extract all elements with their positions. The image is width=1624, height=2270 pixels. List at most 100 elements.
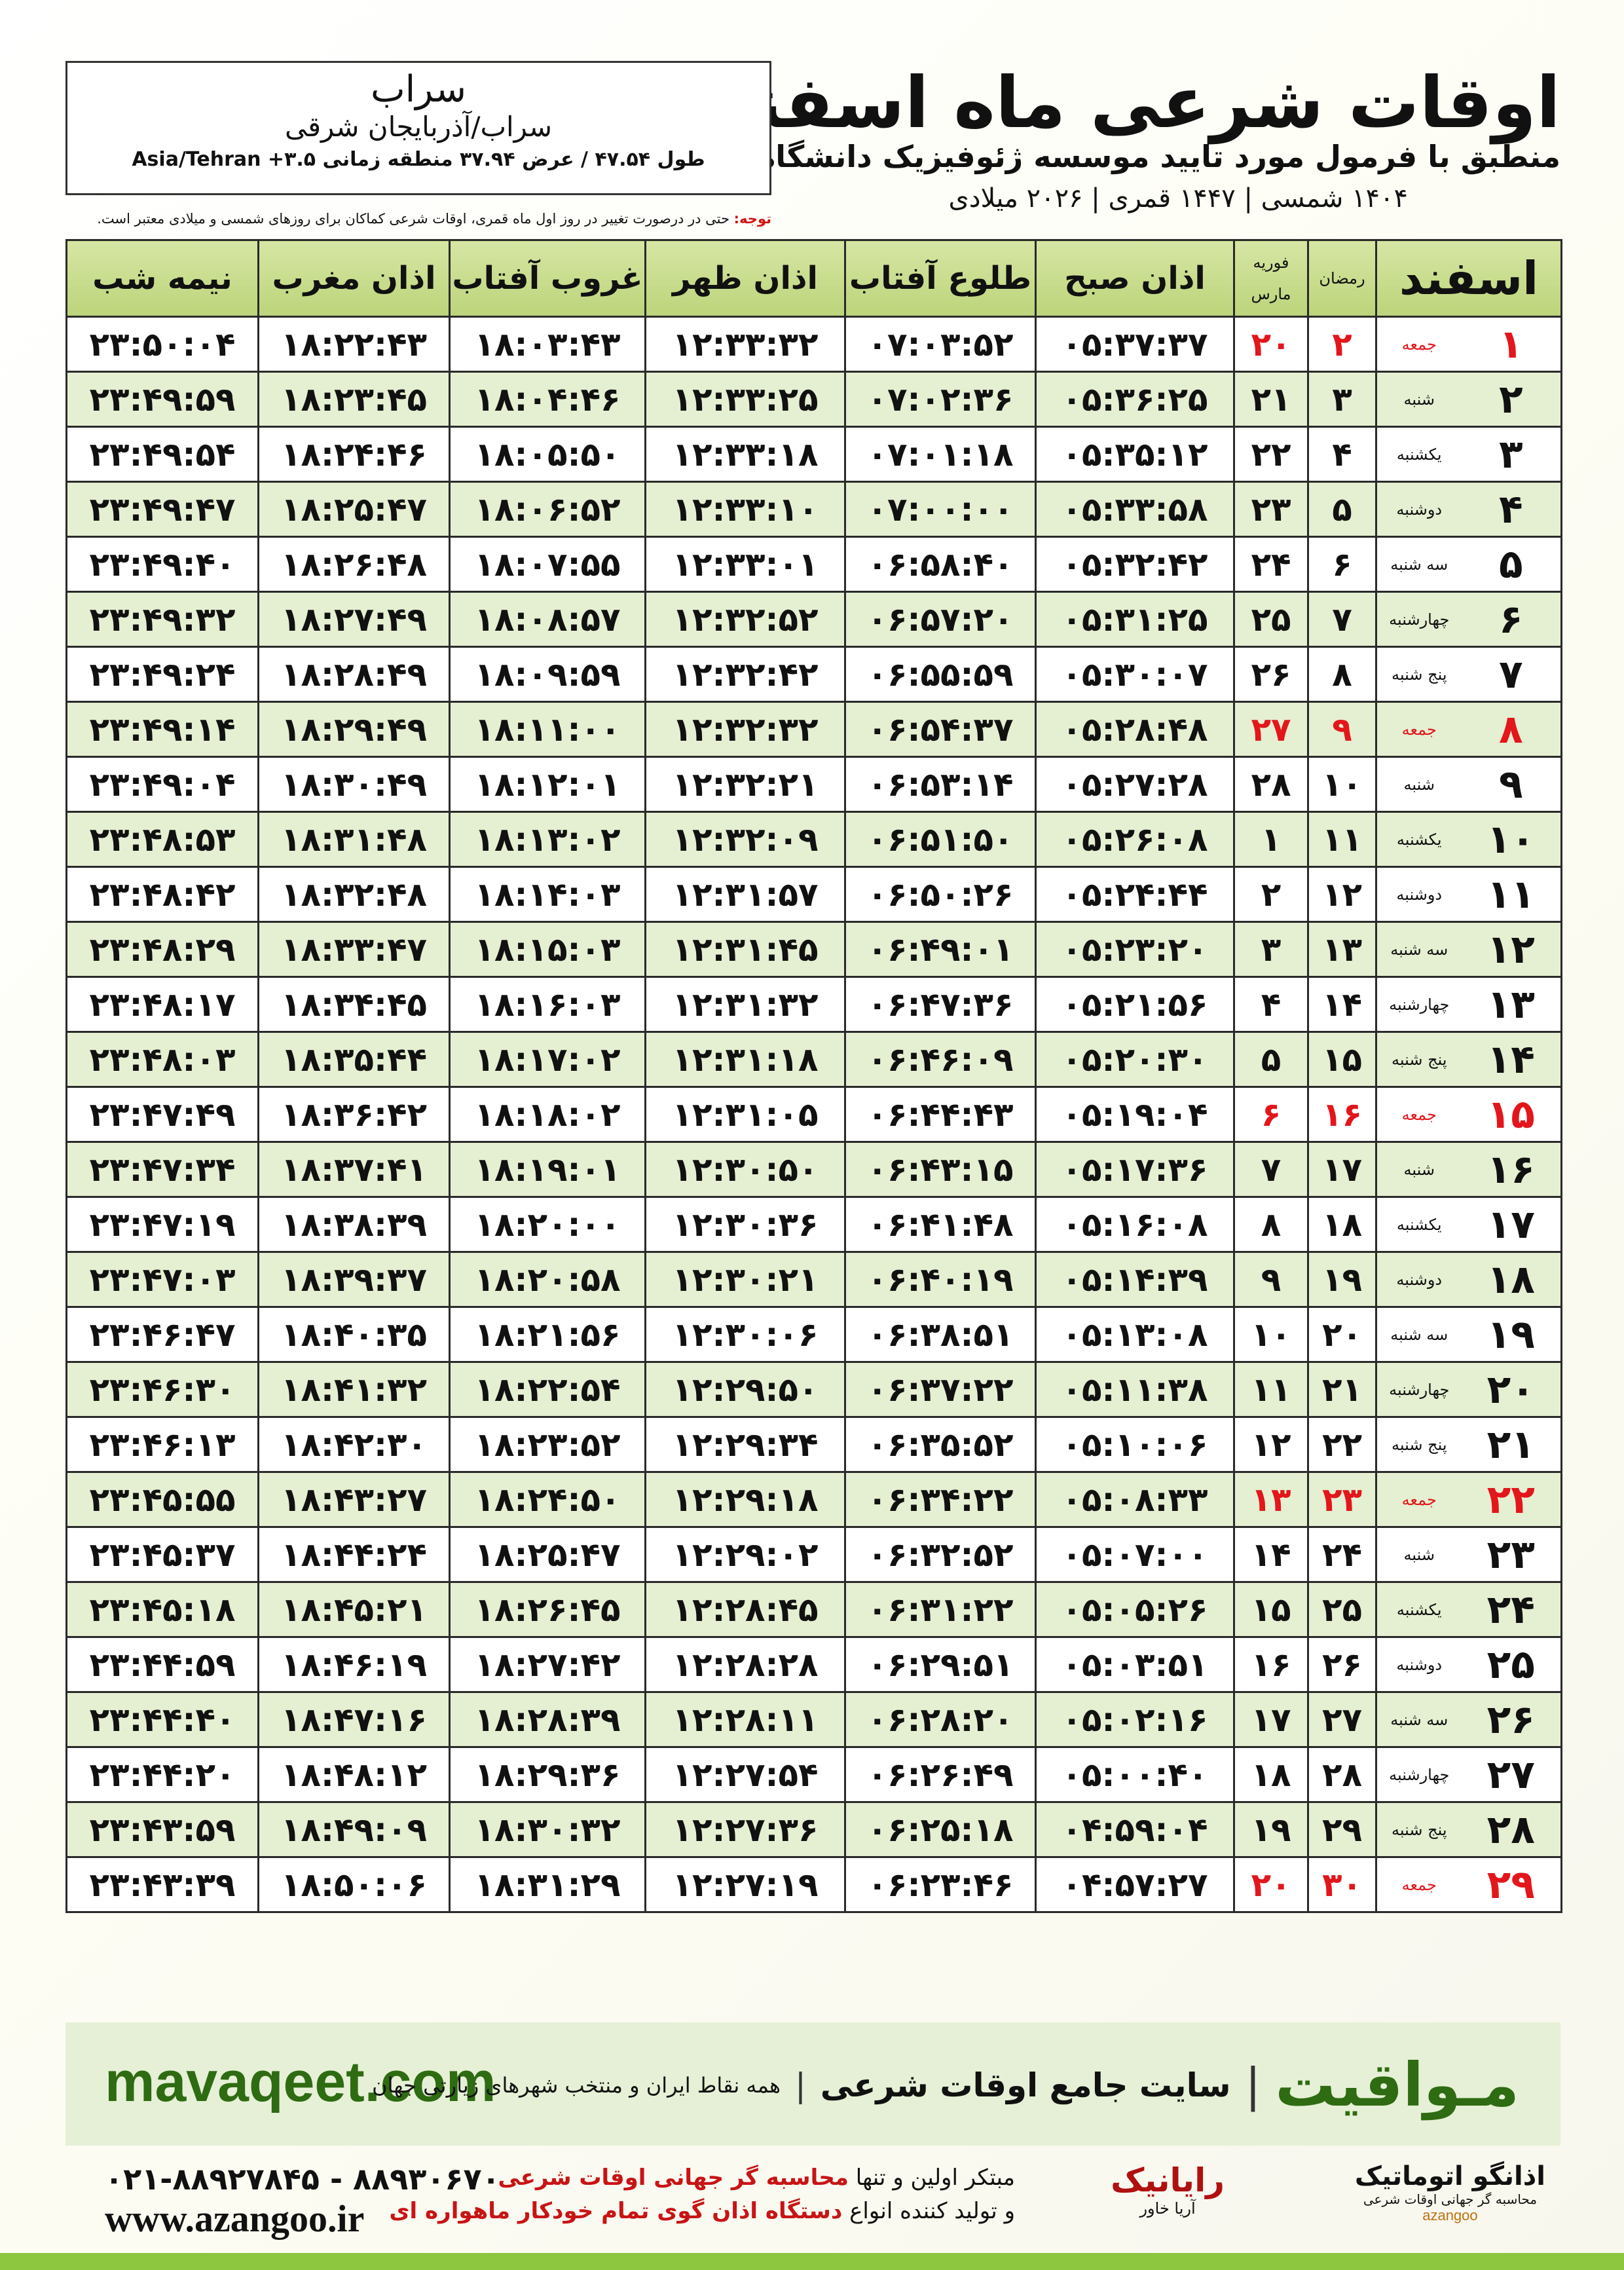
logo2-en: azangoo	[1422, 2207, 1478, 2223]
weekday: پنج شنبه	[1375, 646, 1462, 703]
weekday: سه شنبه	[1375, 921, 1462, 978]
time: ۲۳:۴۸:۵۳	[65, 811, 259, 868]
row: ۲۰ چهارشنبه ۲۱ ۱۱ ۰۵:۱۱:۳۸ ۰۶:۳۷:۲۲ ۱۲:۲۹:۵۰ ۱۸…	[65, 1361, 1563, 1418]
time: ۲۳:۴۳:۵۹	[65, 1801, 259, 1858]
time: ۲۳:۴۷:۳۴	[65, 1141, 259, 1198]
gregorian-day: ۲۳	[1233, 481, 1309, 538]
ramadan-day: ۱۱	[1307, 811, 1377, 868]
promo-2b: دستگاه اذان گوی تمام خودکار ماهواره ای	[389, 2198, 843, 2224]
gregorian-day: ۴	[1233, 976, 1309, 1033]
row: ۱۰ یکشنبه ۱۱ ۱ ۰۵:۲۶:۰۸ ۰۶:۵۱:۵۰ ۱۲:۳۲:۰۹ ۱۸:۱۳…	[65, 811, 1563, 868]
time: ۱۲:۳۰:۵۰	[644, 1141, 846, 1198]
weekday: یکشنبه	[1375, 1196, 1462, 1253]
ramadan-day: ۲۸	[1307, 1746, 1377, 1803]
ramadan-day: ۶	[1307, 536, 1377, 593]
time: ۱۲:۲۸:۲۸	[644, 1636, 846, 1693]
day: ۱۶	[1461, 1141, 1563, 1198]
day: ۱۷	[1461, 1196, 1563, 1253]
time: ۰۵:۰۳:۵۱	[1035, 1636, 1235, 1693]
time: ۰۶:۲۶:۴۹	[844, 1746, 1037, 1803]
time: ۱۸:۴۹:۰۹	[257, 1801, 451, 1858]
time: ۲۳:۴۵:۱۸	[65, 1581, 259, 1638]
ramadan-day: ۱۵	[1307, 1031, 1377, 1088]
gregorian-day: ۱۰	[1233, 1306, 1309, 1363]
day: ۱۵	[1461, 1086, 1563, 1143]
time: ۱۲:۳۳:۳۲	[644, 316, 846, 373]
footer-band	[65, 2022, 1560, 2146]
day: ۲۰	[1461, 1361, 1563, 1418]
time: ۰۷:۰۰:۰۰	[844, 481, 1037, 538]
time: ۰۵:۳۶:۲۵	[1035, 371, 1235, 428]
time: ۲۳:۴۹:۲۴	[65, 646, 259, 703]
gregorian-day: ۲۶	[1233, 646, 1309, 703]
time: ۰۵:۳۰:۰۷	[1035, 646, 1235, 703]
logo2: اذانگو اتوماتیک	[1354, 2161, 1545, 2191]
promo-2a: و تولید کننده انواع	[849, 2198, 1015, 2224]
time: ۱۲:۳۲:۴۲	[644, 646, 846, 703]
time: ۱۸:۲۶:۴۸	[257, 536, 451, 593]
time: ۲۳:۴۸:۲۹	[65, 921, 259, 978]
time: ۰۶:۴۹:۰۱	[844, 921, 1037, 978]
time: ۱۸:۲۹:۴۹	[257, 701, 451, 758]
ramadan-day: ۱۳	[1307, 921, 1377, 978]
gregorian-day: ۲۷	[1233, 701, 1309, 758]
note-text: حتی در درصورت تغییر در روز اول ماه قمری،…	[97, 211, 729, 227]
time: ۱۸:۲۹:۳۶	[449, 1746, 646, 1803]
ramadan-day: ۲۳	[1307, 1471, 1377, 1528]
time: ۲۳:۴۳:۳۹	[65, 1856, 259, 1913]
time: ۰۶:۴۰:۱۹	[844, 1251, 1037, 1308]
ramadan-day: ۱۰	[1307, 756, 1377, 813]
gregorian-day: ۲۱	[1233, 371, 1309, 428]
province: سراب/آذربایجان شرقی	[284, 111, 553, 143]
day: ۲۸	[1461, 1801, 1563, 1858]
gregorian-day: ۲۰	[1233, 1856, 1309, 1913]
time: ۰۵:۱۰:۰۶	[1035, 1416, 1235, 1473]
gregorian-day: ۹	[1233, 1251, 1309, 1308]
slogan: سایت جامع اوقات شرعی	[820, 2066, 1231, 2104]
weekday: شنبه	[1375, 1141, 1462, 1198]
time: ۲۳:۴۸:۱۷	[65, 976, 259, 1033]
time: ۲۳:۵۰:۰۴	[65, 316, 259, 373]
time: ۲۳:۴۹:۱۴	[65, 701, 259, 758]
time: ۲۳:۴۶:۱۳	[65, 1416, 259, 1473]
gregorian-day: ۲۰	[1233, 316, 1309, 373]
time: ۰۶:۳۱:۲۲	[844, 1581, 1037, 1638]
gregorian-day: ۱۶	[1233, 1636, 1309, 1693]
note-label: توجه:	[733, 211, 771, 227]
ramadan-day: ۳	[1307, 371, 1377, 428]
time: ۱۸:۲۳:۵۲	[449, 1416, 646, 1473]
time: ۲۳:۴۸:۰۳	[65, 1031, 259, 1088]
gregorian-day: ۱۲	[1233, 1416, 1309, 1473]
row: ۲۲ جمعه ۲۳ ۱۳ ۰۵:۰۸:۳۳ ۰۶:۳۴:۲۲ ۱۲:۲۹:۱۸ ۱۸:۲۴:…	[65, 1471, 1563, 1528]
row: ۱۱ دوشنبه ۱۲ ۲ ۰۵:۲۴:۴۴ ۰۶:۵۰:۲۶ ۱۲:۳۱:۵۷ ۱۸:۱۴…	[65, 866, 1563, 923]
ramadan-day: ۲۵	[1307, 1581, 1377, 1638]
time: ۱۸:۴۴:۲۴	[257, 1526, 451, 1583]
time: ۲۳:۴۵:۵۵	[65, 1471, 259, 1528]
ramadan-day: ۱۶	[1307, 1086, 1377, 1143]
time: ۱۸:۲۲:۵۴	[449, 1361, 646, 1418]
time: ۲۳:۴۸:۴۲	[65, 866, 259, 923]
row: ۷ پنج شنبه ۸ ۲۶ ۰۵:۳۰:۰۷ ۰۶:۵۵:۵۹ ۱۲:۳۲:۴۲ ۱۸:۰…	[65, 646, 1563, 703]
time: ۰۶:۳۲:۵۲	[844, 1526, 1037, 1583]
row: ۲۱ پنج شنبه ۲۲ ۱۲ ۰۵:۱۰:۰۶ ۰۶:۳۵:۵۲ ۱۲:۲۹:۳۴ ۱۸…	[65, 1416, 1563, 1473]
ramadan-day: ۲۹	[1307, 1801, 1377, 1858]
ramadan-day: ۴	[1307, 426, 1377, 483]
day: ۱۸	[1461, 1251, 1563, 1308]
time: ۱۸:۴۰:۳۵	[257, 1306, 451, 1363]
time: ۲۳:۴۷:۰۳	[65, 1251, 259, 1308]
time: ۰۵:۲۳:۲۰	[1035, 921, 1235, 978]
day: ۲۳	[1461, 1526, 1563, 1583]
time: ۱۸:۴۶:۱۹	[257, 1636, 451, 1693]
time: ۰۵:۲۷:۲۸	[1035, 756, 1235, 813]
time: ۱۲:۲۷:۱۹	[644, 1856, 846, 1913]
time: ۰۶:۵۰:۲۶	[844, 866, 1037, 923]
day: ۱۴	[1461, 1031, 1563, 1088]
time: ۱۸:۳۵:۴۴	[257, 1031, 451, 1088]
time: ۱۸:۲۶:۴۵	[449, 1581, 646, 1638]
header-row: اسفند رمضان فوریه مارس اذان صبح طلوع آفتاب…	[65, 239, 1563, 318]
time: ۱۸:۳۱:۲۹	[449, 1856, 646, 1913]
logo-rayanik: رایانیک آریا خاور	[1111, 2161, 1225, 2218]
day: ۷	[1461, 646, 1563, 703]
logo2-sub: محاسبه گر جهانی اوقات شرعی	[1363, 2191, 1538, 2207]
time: ۰۶:۲۳:۴۶	[844, 1856, 1037, 1913]
